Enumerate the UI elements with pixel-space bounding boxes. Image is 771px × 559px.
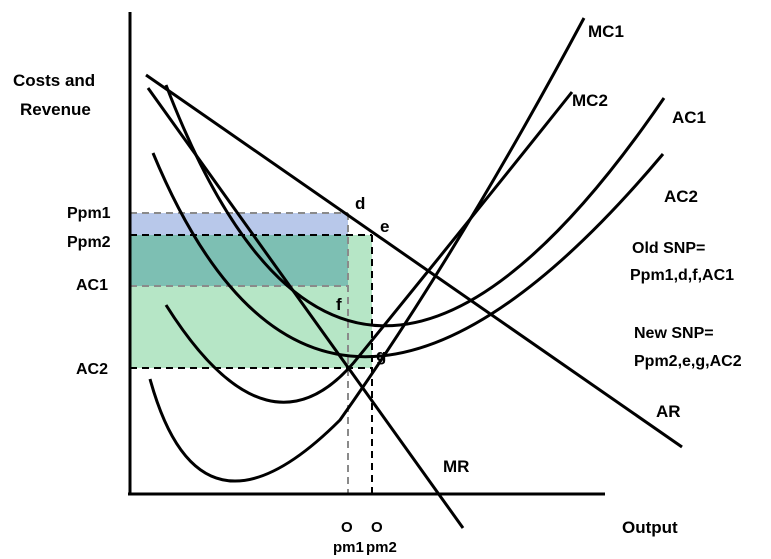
output-label-q2-top: O: [371, 519, 383, 536]
old-snp-label-line1: Old SNP=: [632, 240, 705, 257]
curve-label-ar: AR: [656, 402, 681, 421]
point-label-d: d: [355, 194, 365, 213]
curve-label-ac1: AC1: [672, 108, 706, 127]
mc1-curve: [148, 17, 586, 483]
ac1-curve: [164, 84, 666, 328]
curve-label-mc1: MC1: [588, 22, 624, 41]
output-label-q1-top: O: [341, 519, 353, 536]
y-axis-label-line2: Revenue: [20, 100, 91, 119]
y-axis-label-line1: Costs and: [13, 71, 95, 90]
curve-label-ac2: AC2: [664, 187, 698, 206]
output-label-q1-bottom: pm1: [333, 539, 364, 556]
curve-label-mc2: MC2: [572, 91, 608, 110]
x-axis-label: Output: [622, 518, 678, 537]
mc2-curve: [164, 91, 574, 404]
price-label-ac2: AC2: [76, 361, 108, 378]
output-label-q2-bottom: pm2: [366, 539, 397, 556]
new-snp-label-line2: Ppm2,e,g,AC2: [634, 353, 742, 370]
price-label-ppm1: Ppm1: [67, 205, 111, 222]
point-label-g: g: [376, 346, 386, 365]
overlap-profit-area: [130, 235, 348, 286]
point-label-f: f: [336, 295, 342, 314]
point-label-e: e: [380, 217, 389, 236]
price-label-ppm2: Ppm2: [67, 234, 111, 251]
new-snp-label-line1: New SNP=: [634, 325, 714, 342]
old-snp-label-line2: Ppm1,d,f,AC1: [630, 267, 734, 284]
curve-label-mr: MR: [443, 457, 469, 476]
ar-curve: [145, 73, 683, 449]
ac2-curve: [151, 152, 665, 359]
price-label-ac1: AC1: [76, 277, 108, 294]
